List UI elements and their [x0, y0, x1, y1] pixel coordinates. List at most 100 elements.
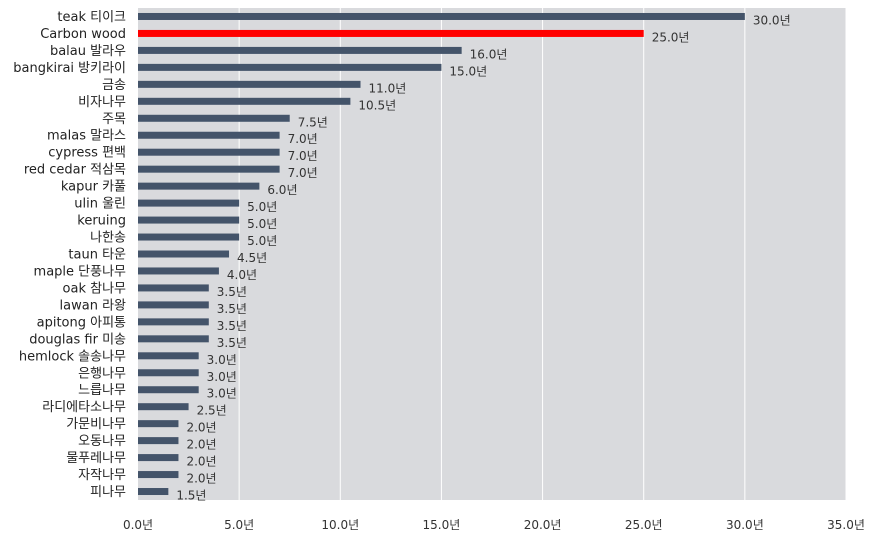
value-labels: 30.0년 25.0년 16.0년 15.0년 11.0년 10.5년 7.5년 7.0년 7.… [176, 13, 790, 502]
category-label: Carbon wood [40, 27, 126, 42]
value-label: 3.5년 [217, 336, 247, 350]
category-label: red cedar 적삼목 [24, 163, 126, 178]
bar [138, 420, 179, 428]
bar [138, 284, 209, 292]
bar [138, 63, 442, 71]
x-tick-label: 0.0년 [123, 518, 153, 532]
category-label: hemlock 솔송나무 [19, 349, 126, 364]
x-tick-label: 15.0년 [423, 518, 461, 532]
x-tick-label: 30.0년 [726, 518, 764, 532]
bar [138, 454, 179, 462]
value-label: 15.0년 [449, 64, 487, 78]
bar [138, 335, 209, 343]
plot-area [138, 8, 846, 500]
x-tick-label: 35.0년 [827, 518, 865, 532]
value-label: 7.0년 [288, 132, 318, 146]
value-label: 10.5년 [358, 98, 396, 112]
category-label: apitong 아피통 [37, 315, 126, 330]
value-label: 1.5년 [176, 489, 206, 503]
bar [138, 12, 745, 20]
value-label: 7.0년 [288, 166, 318, 180]
x-tick-label: 10.0년 [321, 518, 359, 532]
value-label: 2.0년 [186, 421, 216, 435]
category-label: balau 발라우 [50, 44, 126, 59]
bar [138, 131, 280, 139]
value-label: 5.0년 [247, 200, 277, 214]
value-label: 16.0년 [470, 47, 508, 61]
value-label: 6.0년 [267, 183, 297, 197]
bar [138, 267, 219, 275]
gridlines [238, 8, 847, 500]
bar [138, 148, 280, 156]
bar [138, 29, 644, 37]
bar [138, 46, 462, 54]
category-label: bangkirai 방키라이 [13, 61, 126, 76]
value-label: 2.0년 [186, 438, 216, 452]
value-label: 2.5년 [197, 404, 227, 418]
value-label: 2.0년 [186, 472, 216, 486]
bar [138, 369, 199, 377]
category-label: douglas fir 미송 [29, 332, 126, 347]
value-label: 5.0년 [247, 217, 277, 231]
bars [138, 12, 745, 496]
category-label: maple 단풍나무 [34, 264, 127, 279]
bar [138, 216, 240, 224]
x-tick-label: 20.0년 [524, 518, 562, 532]
category-label: 피나무 [90, 485, 126, 500]
value-label: 25.0년 [652, 30, 690, 44]
category-label: ulin 울린 [74, 197, 126, 212]
bar [138, 386, 199, 394]
bar [138, 318, 209, 326]
category-label: 은행나무 [78, 365, 126, 381]
value-label: 7.0년 [288, 149, 318, 163]
bar [138, 488, 169, 496]
category-label: taun 타운 [68, 248, 126, 263]
value-label: 3.5년 [217, 319, 247, 333]
category-label: 자작나무 [78, 468, 126, 483]
value-label: 4.0년 [227, 268, 257, 282]
category-label: 가문비나무 [66, 417, 126, 432]
category-label: 느릅나무 [78, 383, 126, 398]
value-label: 30.0년 [753, 13, 791, 27]
category-label: 주목 [102, 112, 126, 127]
category-label: 라디에타소나무 [42, 400, 126, 415]
category-label: 나한송 [90, 231, 126, 246]
value-label: 3.0년 [207, 370, 237, 384]
bar [138, 97, 351, 105]
category-label: 비자나무 [78, 95, 126, 110]
bar [138, 114, 290, 122]
bar [138, 352, 199, 360]
value-label: 4.5년 [237, 251, 267, 265]
bar [138, 437, 179, 445]
value-label: 3.0년 [207, 387, 237, 401]
category-label: 금송 [102, 78, 126, 93]
category-label: kapur 카풀 [61, 180, 126, 195]
value-label: 11.0년 [369, 81, 407, 95]
x-axis-ticks: 0.0년 5.0년 10.0년 15.0년 20.0년 25.0년 30.0년 35.0년 [123, 518, 865, 532]
value-label: 3.5년 [217, 285, 247, 299]
x-tick-label: 25.0년 [625, 518, 663, 532]
bar [138, 403, 189, 411]
category-label: keruing [77, 214, 126, 229]
category-label: malas 말라스 [47, 129, 126, 144]
bar [138, 301, 209, 309]
category-label: lawan 라왕 [60, 298, 127, 313]
category-label: 물푸레나무 [66, 451, 126, 466]
bar [138, 80, 361, 88]
category-label: cypress 편백 [48, 146, 126, 161]
value-label: 3.0년 [207, 353, 237, 367]
category-labels: teak 티이크 Carbon wood balau 발라우 bangkirai 방키… [13, 10, 126, 500]
value-label: 3.5년 [217, 302, 247, 316]
bar [138, 182, 260, 190]
bar [138, 199, 240, 207]
x-tick-label: 5.0년 [224, 518, 254, 532]
value-label: 5.0년 [247, 234, 277, 248]
category-label: 오동나무 [78, 434, 126, 449]
bar [138, 250, 230, 258]
bar [138, 165, 280, 173]
bar [138, 471, 179, 479]
value-label: 2.0년 [186, 455, 216, 469]
bar [138, 233, 240, 241]
value-label: 7.5년 [298, 115, 328, 129]
